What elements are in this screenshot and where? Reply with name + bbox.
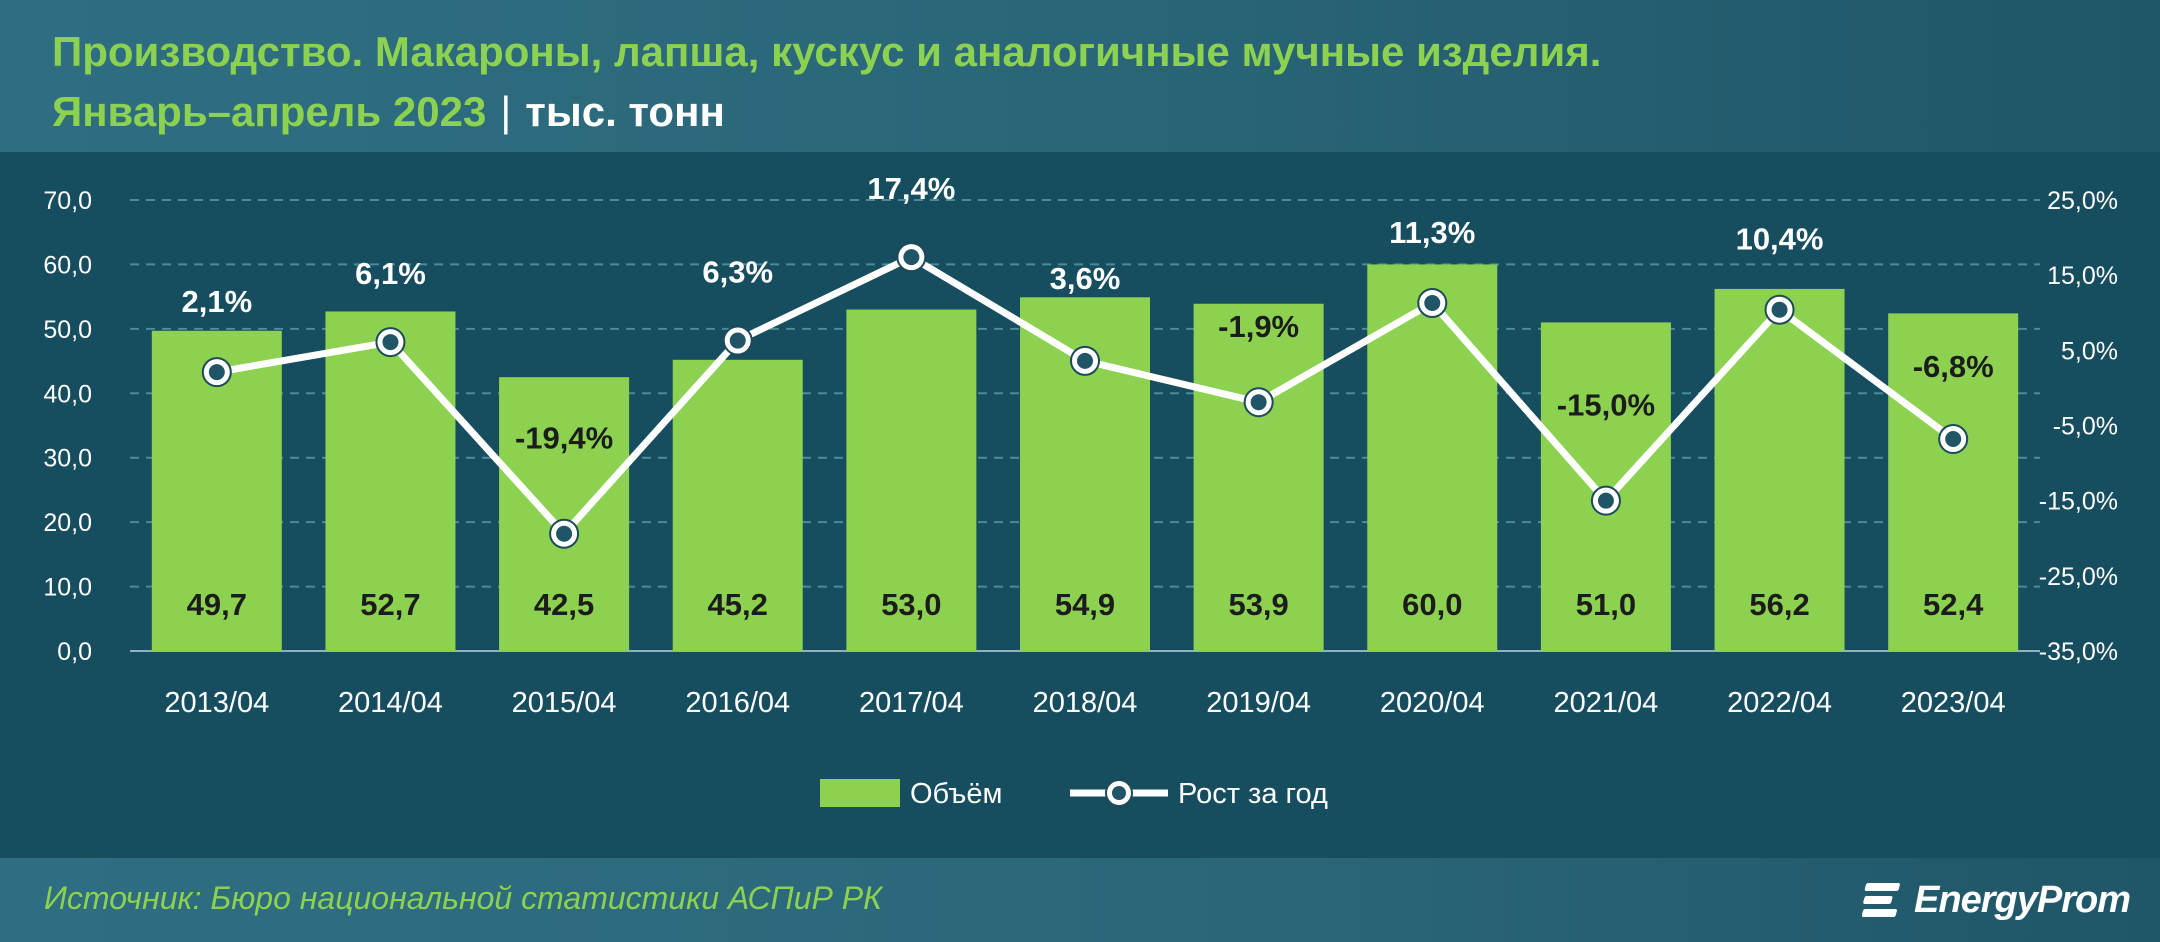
x-axis-tick-label: 2017/04 — [859, 687, 964, 719]
right-axis-tick-label: -5,0% — [2053, 413, 2118, 441]
logo-text: EnergyProm — [1914, 878, 2131, 921]
bar — [499, 377, 630, 651]
subtitle-unit: тыс. тонн — [525, 88, 725, 135]
energyprom-logo: EnergyProm — [1862, 872, 2131, 928]
bar — [1888, 313, 2019, 651]
right-axis-tick-label: -15,0% — [2039, 488, 2118, 516]
x-axis-tick-label: 2014/04 — [338, 687, 443, 719]
left-axis-tick-label: 40,0 — [43, 380, 92, 408]
bar-value-label: 51,0 — [1576, 587, 1636, 622]
legend-bar-swatch — [820, 779, 900, 807]
right-axis-tick-label: -35,0% — [2039, 638, 2118, 666]
left-axis-tick-label: 50,0 — [43, 316, 92, 344]
growth-point-center — [1597, 492, 1614, 509]
growth-point-center — [1771, 301, 1788, 318]
right-axis-tick-label: 15,0% — [2047, 262, 2118, 290]
footer: Источник: Бюро национальной статистики А… — [0, 858, 2160, 942]
left-axis-tick-label: 70,0 — [43, 187, 92, 215]
legend-bar-label: Объём — [910, 778, 1002, 810]
bar — [1193, 303, 1324, 651]
growth-point-center — [729, 332, 746, 349]
bar-value-label: 52,4 — [1923, 587, 1984, 622]
left-axis-tick-label: 10,0 — [43, 574, 92, 602]
bar-value-label: 60,0 — [1402, 587, 1462, 622]
growth-value-label: 3,6% — [1050, 261, 1121, 296]
chart-title: Производство. Макароны, лапша, кускус и … — [52, 28, 1602, 75]
growth-value-label: 17,4% — [867, 171, 955, 206]
x-axis-labels: 2013/04 2014/04 2015/04 2016/04 2017/04 2018/… — [164, 687, 2005, 719]
source-note: Источник: Бюро национальной статистики А… — [44, 880, 882, 916]
growth-point-center — [1077, 352, 1093, 369]
growth-point-center — [1945, 431, 1962, 448]
bar-value-labels: 49,7 52,7 42,5 45,2 53,0 54,9 53,9 60,0 51,0 56,2… — [187, 587, 1984, 622]
x-axis-tick-label: 2019/04 — [1206, 687, 1311, 719]
bar-value-label: 49,7 — [187, 587, 247, 622]
x-axis-tick-label: 2015/04 — [512, 687, 617, 719]
line-value-labels: 2,1% 6,1% -19,4% 6,3% 17,4% 3,6% -1,9% 11,3% -15… — [181, 171, 1993, 456]
left-axis: 0,0 10,0 20,0 30,0 40,0 50,0 60,0 70,0 — [43, 187, 92, 666]
x-axis-tick-label: 2023/04 — [1901, 687, 2006, 719]
bar — [846, 309, 977, 651]
growth-value-label: 6,1% — [355, 256, 426, 291]
right-axis-tick-label: -25,0% — [2039, 563, 2118, 591]
bar-value-label: 56,2 — [1749, 587, 1809, 622]
logo-mark-icon — [1862, 883, 1900, 917]
growth-value-label: -19,4% — [515, 421, 613, 456]
growth-value-label: -6,8% — [1913, 349, 1994, 384]
x-axis-tick-label: 2020/04 — [1380, 687, 1485, 719]
growth-value-label: 2,1% — [181, 284, 252, 319]
header: Производство. Макароны, лапша, кускус и … — [0, 0, 2160, 152]
legend-line-label: Рост за год — [1178, 778, 1328, 810]
bar-value-label: 45,2 — [708, 587, 768, 622]
bar — [672, 359, 803, 651]
x-axis-tick-label: 2021/04 — [1553, 687, 1658, 719]
growth-value-label: -15,0% — [1557, 388, 1655, 423]
right-axis: -35,0% -25,0% -15,0% -5,0% 5,0% 15,0% 25,0% — [2039, 187, 2118, 666]
growth-value-label: 6,3% — [702, 255, 773, 290]
bar-value-label: 52,7 — [360, 587, 420, 622]
left-axis-tick-label: 30,0 — [43, 445, 92, 473]
growth-value-label: 10,4% — [1736, 222, 1824, 257]
left-axis-tick-label: 60,0 — [43, 251, 92, 279]
right-axis-tick-label: 25,0% — [2047, 187, 2118, 215]
bar-value-label: 53,9 — [1228, 587, 1288, 622]
x-axis-tick-label: 2016/04 — [685, 687, 790, 719]
growth-point-center — [556, 525, 573, 542]
bar — [1714, 288, 1845, 651]
growth-value-label: 11,3% — [1389, 215, 1475, 250]
chart: 0,0 10,0 20,0 30,0 40,0 50,0 60,0 70,0 -35,0% -2… — [43, 171, 2118, 810]
chart-subtitle: Январь–апрель 2023 | тыс. тонн — [52, 88, 725, 136]
growth-point-center — [1250, 394, 1267, 411]
subtitle-separator: | — [500, 88, 512, 135]
x-axis-tick-label: 2022/04 — [1727, 687, 1832, 719]
left-axis-tick-label: 20,0 — [43, 509, 92, 537]
legend-line-marker-center — [1112, 786, 1126, 800]
bar-value-label: 42,5 — [534, 587, 594, 622]
growth-point-center — [903, 249, 920, 266]
growth-point-center — [208, 364, 225, 381]
subtitle-period: Январь–апрель 2023 — [52, 88, 487, 135]
right-axis-tick-label: 5,0% — [2061, 337, 2118, 365]
growth-point-center — [382, 334, 399, 351]
x-axis-tick-label: 2018/04 — [1033, 687, 1138, 719]
bar-value-label: 54,9 — [1055, 587, 1115, 622]
line-series — [201, 242, 1969, 549]
legend: Объём Рост за год — [820, 778, 1328, 810]
left-axis-tick-label: 0,0 — [57, 638, 92, 666]
x-axis-tick-label: 2013/04 — [164, 687, 269, 719]
growth-point-center — [1424, 294, 1441, 311]
growth-value-label: -1,9% — [1218, 309, 1299, 344]
bar — [325, 311, 456, 651]
bar-value-label: 53,0 — [881, 587, 941, 622]
